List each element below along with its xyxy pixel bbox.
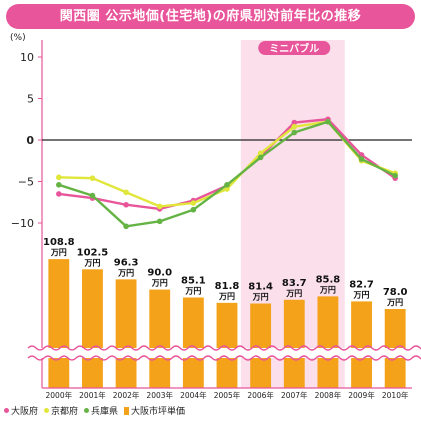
bar [182, 297, 204, 388]
bar-unit-label: 万円 [50, 248, 67, 257]
bar [149, 289, 171, 388]
legend-label: 京都府 [51, 407, 79, 417]
x-tick-label: 2005年 [214, 390, 241, 400]
bar-unit-label: 万円 [184, 286, 201, 295]
bar [216, 302, 238, 388]
series-point [190, 200, 197, 206]
bar [48, 259, 70, 388]
y-tick-label: 10 [20, 51, 34, 64]
x-tick-label: 2009年 [348, 390, 375, 400]
bar-value-label: 96.3 [114, 257, 139, 268]
series-point [358, 156, 365, 162]
legend: 大阪府 京都府 兵庫県 大阪市坪単価 [4, 404, 191, 417]
x-tick-label: 2008年 [315, 390, 342, 400]
annotation-badge [258, 41, 331, 55]
bar-value-label: 108.8 [43, 237, 75, 248]
series-line [58, 120, 396, 208]
series-point [224, 182, 230, 188]
series-point [123, 223, 129, 230]
annotation-label: ミニバブル [269, 42, 319, 55]
axis-break-wave [27, 345, 421, 351]
bar [317, 296, 339, 388]
x-tick-label: 2001年 [79, 390, 106, 400]
axis-break-gap [28, 348, 416, 358]
bar [250, 303, 272, 388]
x-tick-label: 2010年 [382, 390, 409, 400]
bar-unit-label: 万円 [117, 268, 134, 277]
y-tick-label: −5 [18, 176, 34, 189]
series-point [291, 129, 298, 136]
bar-unit-label: 万円 [319, 285, 336, 294]
x-tick-label: 2006年 [247, 390, 274, 400]
series-point [56, 182, 62, 188]
legend-swatch [124, 406, 130, 415]
axis-break-wave [27, 355, 421, 361]
bar-value-label: 85.1 [181, 275, 206, 286]
bar-unit-label: 万円 [218, 292, 235, 301]
series-point [56, 191, 62, 197]
series-point [156, 218, 163, 225]
x-tick-label: 2000年 [46, 390, 73, 400]
bar-value-label: 78.0 [383, 287, 408, 298]
series-point [89, 192, 96, 199]
bar [115, 279, 137, 388]
series-point [190, 206, 197, 213]
bar-unit-label: 万円 [151, 279, 168, 288]
legend-item: 兵庫県 [84, 404, 118, 417]
y-tick-label: 5 [27, 93, 34, 106]
series-point [291, 119, 298, 126]
series-point [325, 118, 331, 125]
bar-value-label: 83.7 [282, 278, 307, 289]
legend-swatch [84, 408, 90, 413]
bar-value-label: 81.4 [248, 281, 273, 292]
series-point [156, 203, 163, 210]
y-unit-label: (%) [10, 33, 26, 43]
series-point [392, 172, 398, 179]
series-point [89, 175, 96, 181]
legend-swatch [4, 408, 9, 413]
bar [82, 269, 103, 388]
bar-unit-label: 万円 [386, 298, 403, 307]
series-point [56, 174, 62, 181]
legend-label: 大阪市坪単価 [131, 407, 186, 417]
series-point [123, 189, 129, 196]
x-tick-label: 2003年 [146, 390, 173, 400]
legend-label: 兵庫県 [91, 407, 119, 417]
series-line [58, 118, 396, 211]
bar-value-label: 82.7 [349, 279, 374, 290]
x-tick-label: 2004年 [180, 390, 207, 400]
series-point [257, 154, 264, 161]
bar-unit-label: 万円 [83, 258, 100, 267]
y-tick-label: 0 [26, 134, 34, 147]
chart-title: 関西圏 公示地価(住宅地)の府県別対前年比の推移 [6, 4, 415, 29]
series-point [224, 186, 230, 192]
series-point [257, 150, 264, 157]
bar-value-label: 81.8 [215, 281, 240, 292]
bar-value-label: 90.0 [147, 268, 172, 279]
x-tick-label: 2007年 [281, 390, 308, 400]
series-point [291, 123, 298, 130]
y-tick-label: −10 [11, 217, 34, 230]
bar-unit-label: 万円 [252, 292, 269, 301]
legend-item: 大阪府 [4, 404, 38, 417]
legend-label: 大阪府 [11, 407, 39, 417]
legend-item: 京都府 [44, 404, 78, 417]
bar [351, 301, 372, 388]
bar-unit-label: 万円 [285, 289, 302, 298]
bar [283, 299, 305, 388]
legend-swatch [44, 408, 50, 413]
bar-value-label: 102.5 [77, 247, 109, 258]
x-tick-label: 2002年 [113, 390, 140, 400]
bar-unit-label: 万円 [353, 290, 370, 299]
series-point [123, 201, 129, 208]
bar-value-label: 85.8 [316, 274, 341, 285]
legend-item: 大阪市坪単価 [124, 404, 185, 417]
